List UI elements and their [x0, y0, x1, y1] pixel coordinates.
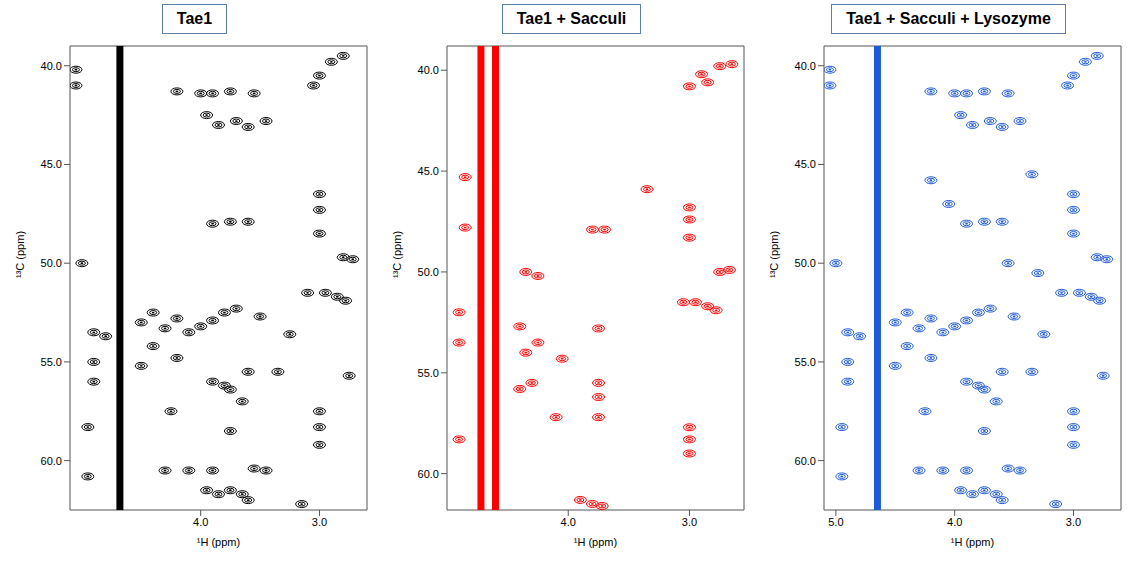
svg-text:50.0: 50.0 — [795, 257, 816, 269]
svg-text:45.0: 45.0 — [41, 158, 62, 170]
svg-text:45.0: 45.0 — [418, 165, 439, 177]
svg-text:4.0: 4.0 — [947, 516, 962, 528]
svg-text:40.0: 40.0 — [418, 64, 439, 76]
svg-text:¹H (ppm): ¹H (ppm) — [574, 536, 617, 548]
html-text:Tae1 + Sacculi: Tae1 + Sacculi — [516, 10, 627, 27]
html-text:Tae1 + Sacculi + Lysozyme: Tae1 + Sacculi + Lysozyme — [846, 10, 1051, 27]
svg-text:50.0: 50.0 — [418, 266, 439, 278]
svg-text:¹³C (ppm): ¹³C (ppm) — [768, 231, 780, 278]
svg-text:60.0: 60.0 — [41, 455, 62, 467]
svg-text:¹³C (ppm): ¹³C (ppm) — [391, 231, 403, 278]
svg-text:4.0: 4.0 — [561, 516, 576, 528]
svg-text:¹³C (ppm): ¹³C (ppm) — [14, 231, 26, 278]
svg-text:55.0: 55.0 — [418, 367, 439, 379]
html-text:Tae1: Tae1 — [176, 10, 213, 27]
svg-text:3.0: 3.0 — [682, 516, 697, 528]
svg-text:¹H (ppm): ¹H (ppm) — [951, 536, 994, 548]
svg-text:40.0: 40.0 — [41, 60, 62, 72]
svg-text:60.0: 60.0 — [795, 455, 816, 467]
svg-text:50.0: 50.0 — [41, 257, 62, 269]
svg-text:55.0: 55.0 — [41, 356, 62, 368]
svg-text:40.0: 40.0 — [795, 60, 816, 72]
svg-text:55.0: 55.0 — [795, 356, 816, 368]
svg-text:45.0: 45.0 — [795, 158, 816, 170]
svg-text:¹H (ppm): ¹H (ppm) — [197, 536, 240, 548]
svg-text:5.0: 5.0 — [828, 516, 843, 528]
svg-text:3.0: 3.0 — [312, 516, 327, 528]
svg-text:60.0: 60.0 — [418, 468, 439, 480]
svg-text:4.0: 4.0 — [193, 516, 208, 528]
svg-text:3.0: 3.0 — [1066, 516, 1081, 528]
